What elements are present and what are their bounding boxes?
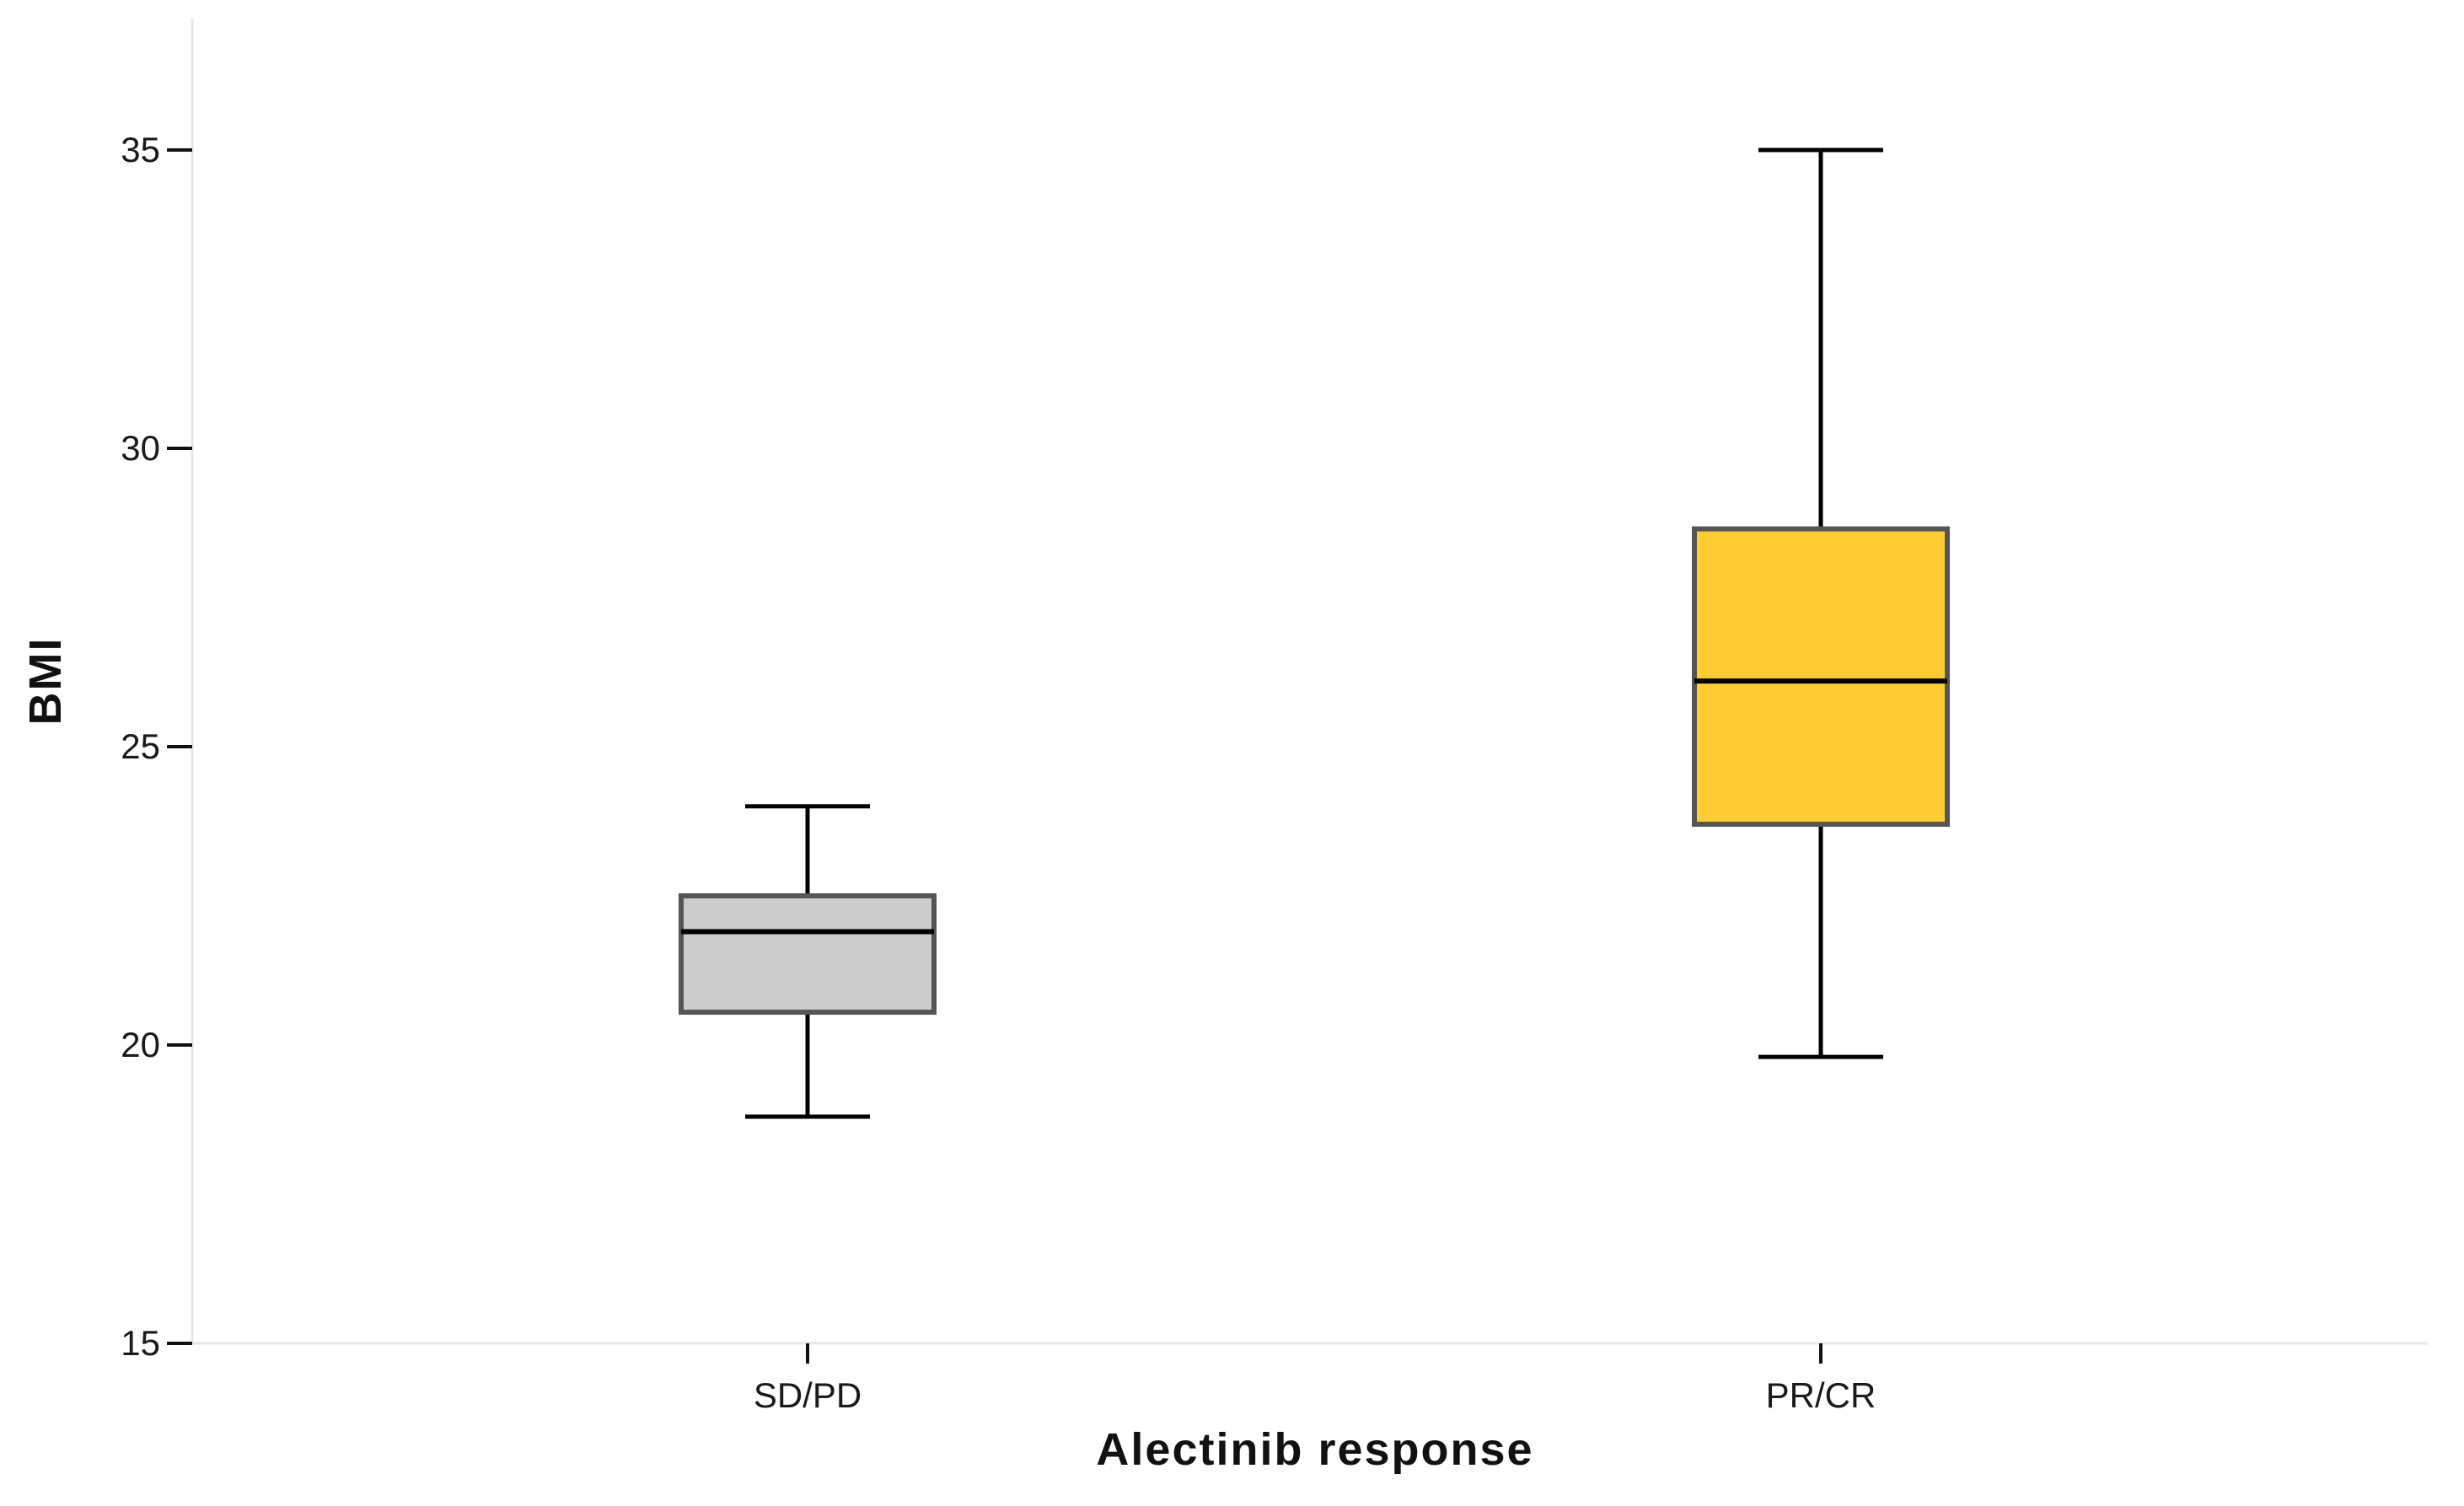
iqr-box bbox=[679, 893, 937, 1016]
x-axis-title: Alectinib response bbox=[1096, 1424, 1533, 1475]
y-tick-label: 25 bbox=[121, 726, 160, 766]
x-ticks-layer: SD/PD PR/CR bbox=[754, 1343, 1876, 1415]
y-axis-title: BMI bbox=[20, 637, 71, 726]
box-group bbox=[679, 804, 937, 1119]
y-tick-label: 15 bbox=[121, 1323, 160, 1363]
y-ticks-layer: 15 20 25 30 35 bbox=[121, 130, 192, 1363]
y-tick-label: 20 bbox=[121, 1025, 160, 1064]
y-tick-label: 35 bbox=[121, 130, 160, 169]
axes-layer bbox=[191, 19, 2428, 1345]
x-tick-label: PR/CR bbox=[1766, 1375, 1876, 1415]
iqr-box bbox=[1692, 526, 1950, 828]
y-tick-label: 30 bbox=[121, 428, 160, 468]
box-group bbox=[1692, 147, 1950, 1059]
x-tick-label: SD/PD bbox=[754, 1375, 862, 1415]
boxes-layer bbox=[679, 147, 1950, 1119]
